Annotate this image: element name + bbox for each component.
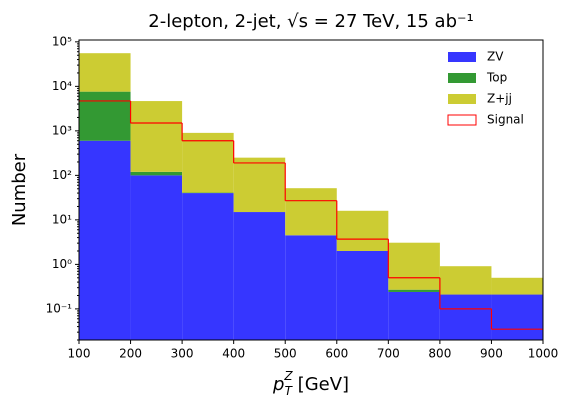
hist-bar (336, 250, 389, 340)
y-tick-label: 10⁰ (52, 257, 72, 271)
hist-bar (388, 289, 440, 292)
x-axis-label: pZ T [GeV] (272, 369, 349, 398)
legend-swatch (447, 114, 477, 126)
hist-bar (388, 291, 440, 340)
hist-bar (491, 277, 543, 295)
hist-bar (79, 140, 131, 340)
x-tick-label: 700 (377, 347, 400, 361)
plot-area (79, 53, 543, 340)
x-tick-label: 500 (274, 347, 297, 361)
legend-swatch (448, 94, 476, 104)
x-tick-label: 800 (428, 347, 451, 361)
x-label-base: p (272, 374, 284, 395)
x-tick-label: 900 (480, 347, 503, 361)
chart-title: 2-lepton, 2-jet, √s = 27 TeV, 15 ab⁻¹ (148, 11, 473, 32)
hist-bar (439, 266, 492, 295)
legend-label: Top (486, 71, 507, 85)
hist-bar (285, 235, 337, 340)
y-tick-label: 10³ (52, 123, 72, 137)
hist-bar (491, 294, 543, 340)
hist-bar (130, 101, 183, 172)
hist-bar (130, 171, 183, 176)
hist-bar (130, 175, 183, 340)
legend-swatch (448, 52, 476, 62)
y-tick-label: 10¹ (52, 212, 72, 226)
hist-bar (182, 193, 234, 340)
y-tick-label: 10⁵ (52, 34, 72, 48)
hist-bar (182, 132, 234, 193)
legend-label: Z+jj (487, 92, 512, 106)
x-tick-label: 300 (171, 347, 194, 361)
hist-bar (336, 210, 389, 251)
x-tick-label: 600 (325, 347, 348, 361)
y-tick-label: 10² (52, 168, 72, 182)
hist-bar (79, 53, 131, 92)
y-tick-label: 10⁻¹ (46, 301, 73, 315)
legend-swatch (448, 73, 476, 83)
x-label-sub: T (285, 384, 294, 398)
legend-label: Signal (487, 113, 524, 127)
x-tick-label: 200 (119, 347, 142, 361)
x-label-sup: Z (283, 369, 293, 383)
axes-frame (78, 39, 544, 341)
legend-label: ZV (487, 50, 504, 64)
x-tick-label: 100 (68, 347, 91, 361)
y-axis-label: Number (9, 153, 30, 226)
hist-bar (233, 212, 286, 340)
hist-bar (388, 242, 440, 290)
hist-bar (233, 157, 286, 213)
hist-bar (439, 294, 492, 340)
x-label-unit: [GeV] (292, 374, 349, 395)
hist-bar (285, 188, 337, 236)
x-tick-label: 1000 (528, 347, 559, 361)
y-tick-label: 10⁴ (52, 79, 72, 93)
hist-bar (79, 91, 131, 141)
x-tick-label: 400 (222, 347, 245, 361)
